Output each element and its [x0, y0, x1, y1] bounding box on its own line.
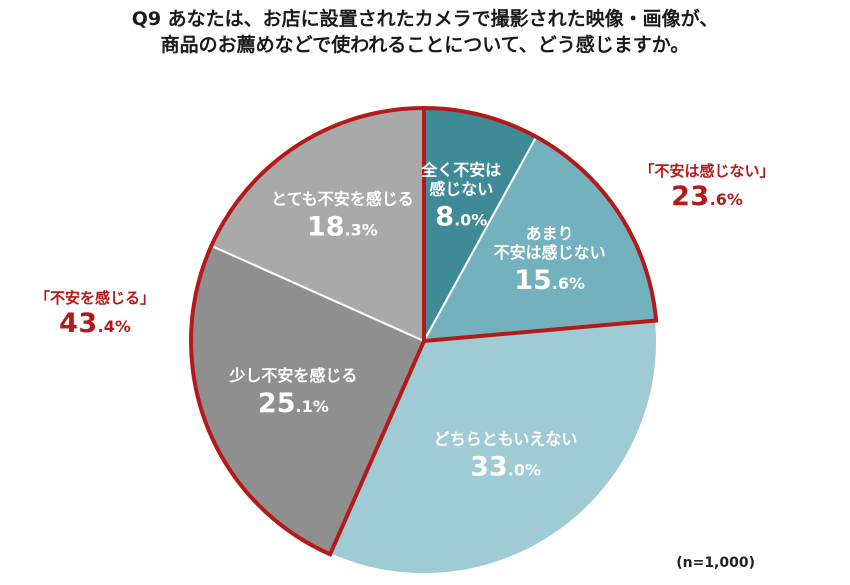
chart-title: Q9 あなたは、お店に設置されたカメラで撮影された映像・画像が、	[131, 8, 719, 30]
chart-subtitle: 商品のお薦めなどで使われることについて、どう感じますか。	[160, 34, 690, 56]
slice-label: 不安は感じない	[494, 243, 606, 262]
group-value-dec: .4%	[97, 317, 131, 336]
slice-label: 少し不安を感じる	[228, 366, 357, 385]
slice-value: 15.6%	[514, 265, 585, 296]
sample-size-note: (n=1,000)	[676, 555, 755, 571]
group-label-no-anxiety: 「不安は感じない」 23.6%	[612, 160, 802, 212]
group-label-text: 「不安を感じる」	[34, 289, 155, 307]
slice-value: 18.3%	[307, 212, 378, 243]
group-outline-anxiety	[189, 105, 426, 557]
slice-label: あまり	[526, 224, 574, 243]
slice-label: 全く不安は	[420, 161, 501, 180]
group-value-dec: .6%	[709, 190, 743, 209]
slice-label: 感じない	[429, 180, 493, 199]
group-label-text: 「不安は感じない」	[639, 162, 775, 180]
slice-label: どちらともいえない	[434, 429, 578, 448]
slice-value: 33.0%	[470, 451, 541, 482]
group-label-anxiety: 「不安を感じる」 43.4%	[10, 287, 180, 339]
group-value-int: 43	[59, 308, 98, 339]
group-outline-no-anxiety	[422, 105, 659, 344]
slice-label: とても不安を感じる	[271, 190, 414, 209]
slice-value: 25.1%	[258, 388, 329, 419]
pie-slice	[328, 319, 658, 575]
slice-value: 8.0%	[435, 202, 487, 233]
group-value-int: 23	[671, 181, 710, 212]
